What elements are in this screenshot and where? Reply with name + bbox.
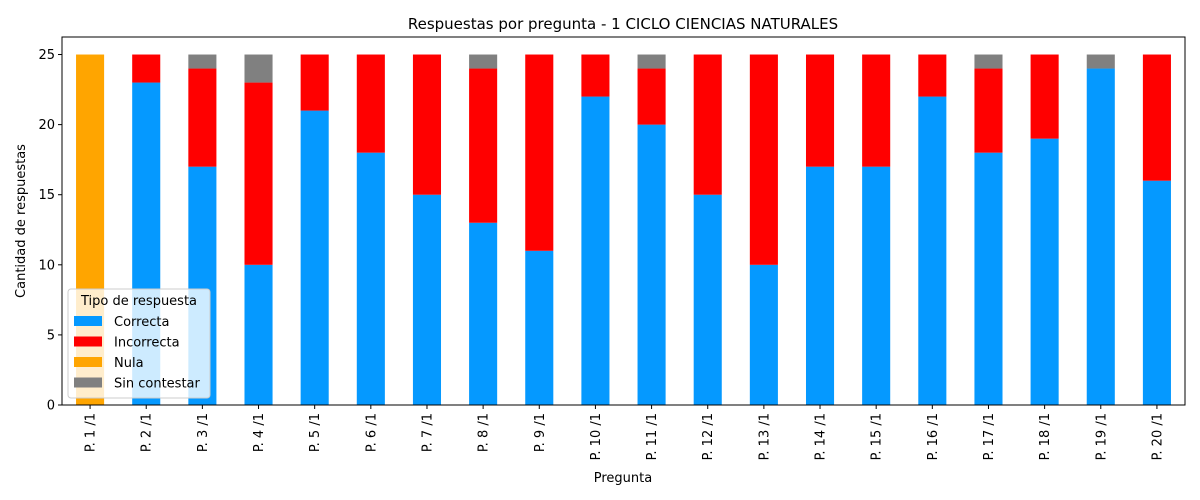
bar-incorrecta-5: [300, 54, 329, 111]
legend-label-sin-contestar: Sin contestar: [114, 377, 201, 392]
y-axis: 0 5 10 15 20 25: [38, 48, 62, 414]
y-tick-label: 20: [38, 118, 55, 133]
legend-title: Tipo de respuesta: [80, 294, 197, 309]
x-tick-label: P. 5 /1: [308, 413, 323, 452]
bar-sin-contestar-17: [974, 54, 1003, 69]
x-tick-label: P. 9 /1: [533, 413, 548, 452]
chart-title: Respuestas por pregunta - 1 CICLO CIENCI…: [408, 15, 838, 33]
bar-correcta-13: [749, 264, 778, 405]
x-axis-label: Pregunta: [594, 471, 652, 486]
bar-correcta-12: [693, 194, 722, 405]
x-tick-label: P. 19 /1: [1094, 413, 1109, 460]
x-tick-label: P. 12 /1: [701, 413, 716, 460]
bar-correcta-19: [1086, 68, 1115, 406]
bar-sin-contestar-11: [637, 54, 666, 69]
y-tick-label: 15: [38, 188, 55, 203]
x-tick-label: P. 17 /1: [982, 413, 997, 460]
plot-frame: [61, 36, 1186, 406]
legend-swatch-correcta: [74, 316, 102, 326]
legend: Tipo de respuesta Correcta Incorrecta Nula…: [67, 288, 211, 399]
bar-incorrecta-9: [525, 54, 554, 251]
bar-incorrecta-4: [244, 82, 273, 265]
x-tick-label: P. 6 /1: [364, 413, 379, 452]
bar-correcta-4: [244, 264, 273, 405]
legend-swatch-sin-contestar: [74, 377, 102, 388]
y-tick-label: 0: [47, 399, 55, 414]
legend-label-correcta: Correcta: [114, 315, 169, 330]
x-tick-label: P. 2 /1: [140, 413, 155, 452]
bar-incorrecta-16: [918, 54, 947, 97]
x-tick-label: P. 7 /1: [420, 413, 435, 452]
bar-incorrecta-18: [1030, 54, 1059, 139]
legend-label-incorrecta: Incorrecta: [114, 336, 180, 351]
bar-correcta-8: [469, 222, 498, 405]
legend-swatch-incorrecta: [74, 336, 102, 347]
bar-incorrecta-10: [581, 54, 610, 97]
bar-correcta-15: [862, 166, 891, 405]
y-tick-label: 25: [38, 48, 55, 63]
x-tick-label: P. 11 /1: [645, 413, 660, 460]
bar-incorrecta-11: [637, 68, 666, 125]
x-tick-label: P. 10 /1: [589, 413, 604, 460]
bar-incorrecta-3: [188, 68, 217, 167]
bar-sin-contestar-8: [469, 54, 498, 69]
bar-correcta-9: [525, 250, 554, 405]
bar-incorrecta-6: [356, 54, 385, 153]
bar-correcta-5: [300, 110, 329, 405]
x-tick-label: P. 18 /1: [1038, 413, 1053, 460]
bar-sin-contestar-3: [188, 54, 217, 69]
bar-incorrecta-13: [749, 54, 778, 265]
bars-group: [76, 54, 1171, 406]
bar-correcta-17: [974, 152, 1003, 405]
bar-correcta-20: [1142, 180, 1171, 405]
bar-incorrecta-12: [693, 54, 722, 195]
x-tick-label: P. 8 /1: [477, 413, 492, 452]
legend-label-nula: Nula: [114, 356, 144, 371]
legend-swatch-nula: [74, 357, 102, 367]
bar-incorrecta-14: [805, 54, 835, 167]
x-tick-label: P. 3 /1: [196, 413, 211, 452]
x-tick-label: P. 14 /1: [814, 413, 829, 460]
bar-sin-contestar-19: [1086, 54, 1115, 69]
legend-box: [67, 288, 211, 399]
x-tick-label: P. 1 /1: [84, 413, 99, 452]
bar-correcta-18: [1030, 138, 1059, 405]
y-tick-label: 10: [38, 258, 55, 273]
bar-correcta-7: [412, 194, 442, 405]
bar-incorrecta-20: [1142, 54, 1171, 181]
x-tick-label: P. 15 /1: [870, 413, 885, 460]
bar-incorrecta-7: [412, 54, 442, 195]
bar-correcta-10: [581, 96, 610, 405]
x-axis: P. 1 /1 P. 2 /1 P. 3 /1 P. 4 /1 P. 5 /1 P. 6 …: [84, 405, 1165, 460]
bar-correcta-11: [637, 124, 666, 405]
x-tick-label: P. 16 /1: [926, 413, 941, 460]
bar-incorrecta-15: [862, 54, 891, 167]
bar-correcta-14: [805, 166, 835, 405]
y-tick-label: 5: [47, 328, 55, 343]
bar-sin-contestar-4: [244, 54, 273, 83]
bar-incorrecta-8: [469, 68, 498, 223]
x-tick-label: P. 4 /1: [252, 413, 267, 452]
bar-correcta-16: [918, 96, 947, 405]
bar-incorrecta-2: [132, 54, 161, 83]
x-tick-label: P. 20 /1: [1150, 413, 1165, 460]
bar-incorrecta-17: [974, 68, 1003, 153]
y-axis-label: Cantidad de respuestas: [14, 144, 29, 298]
x-tick-label: P. 13 /1: [757, 413, 772, 460]
bar-correcta-6: [356, 152, 385, 405]
